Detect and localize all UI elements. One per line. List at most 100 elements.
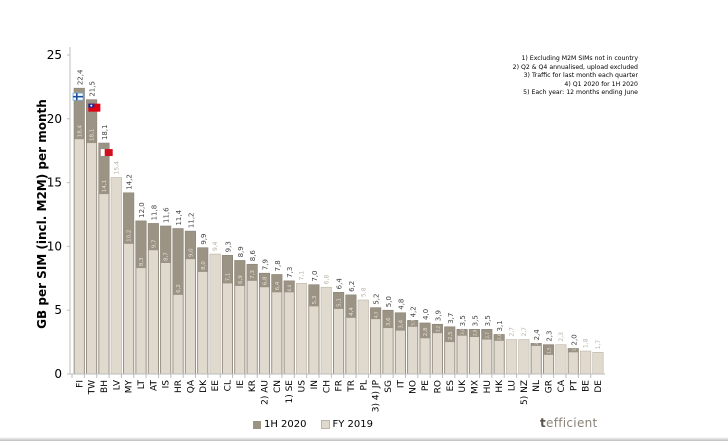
y-tick-label: 15 xyxy=(47,176,62,190)
x-tick-label: FI xyxy=(75,380,85,388)
x-tick-label: GR xyxy=(545,380,555,393)
value-label-1h2020: 8,9 xyxy=(237,246,245,257)
value-label-fy2019: 7,1 xyxy=(299,271,306,281)
value-label-fy2019: 18,1 xyxy=(90,129,96,141)
bar-fy2019-uk xyxy=(457,335,467,374)
value-label-fy2019: 2,3 xyxy=(558,332,565,342)
footnote: 3) Traffic for last month each quarter xyxy=(523,72,638,80)
x-tick-label: ES xyxy=(446,380,456,392)
value-label-1h2020: 12,0 xyxy=(138,202,146,218)
bar-fy2019-gr xyxy=(543,354,554,374)
bar-fy2019-at xyxy=(148,250,158,374)
x-tick-label: PT xyxy=(569,380,579,391)
legend: 1H 2020 FY 2019 xyxy=(253,419,373,430)
value-label-fy2019: 1,5 xyxy=(547,347,552,354)
value-label-1h2020: 11,2 xyxy=(187,212,195,228)
bar-fy2019-lu xyxy=(505,339,518,375)
x-tick-label: DK xyxy=(199,379,209,393)
brand-logo: tefficient xyxy=(540,416,598,430)
bar-fy2019-pl xyxy=(357,299,369,375)
bar-fy2019-fi xyxy=(74,139,84,374)
x-tick-label: 5) NZ xyxy=(520,380,530,405)
value-label-1h2020: 7,9 xyxy=(262,259,270,270)
value-label-fy2019: 4,3 xyxy=(374,311,379,318)
value-label-fy2019: 3,2 xyxy=(435,325,440,332)
bar-fy2019-lt xyxy=(136,268,146,374)
x-tick-label: IS xyxy=(162,380,172,389)
x-tick-label: DE xyxy=(594,380,604,393)
value-label-1h2020: 2,3 xyxy=(546,331,554,342)
x-tick-label: PL xyxy=(359,380,369,390)
value-label-fy2019: 6,8 xyxy=(323,275,330,285)
y-tick-label: 0 xyxy=(54,367,62,381)
value-label-1h2020: 7,3 xyxy=(286,267,294,278)
bar-fy2019-nl xyxy=(531,345,541,374)
value-label-fy2019: 7,3 xyxy=(250,270,256,279)
value-label-fy2019: 3,7 xyxy=(411,319,416,326)
bar-fy2019-in xyxy=(309,306,319,374)
x-tick-label: HU xyxy=(483,380,493,393)
value-label-fy2019: 2,7 xyxy=(485,332,490,339)
value-label-1h2020: 5,0 xyxy=(385,296,393,307)
legend-swatch-1h2020 xyxy=(253,420,261,429)
value-label-fy2019: 1,8 xyxy=(583,338,590,348)
y-tick-label: 10 xyxy=(47,239,62,253)
footnote: 4) Q1 2020 for 1H 2020 xyxy=(564,80,638,88)
x-tick-label: TW xyxy=(88,380,98,395)
value-label-fy2019: 6,4 xyxy=(287,285,292,292)
value-label-1h2020: 6,4 xyxy=(336,278,344,290)
y-tick-label: 25 xyxy=(47,48,62,62)
bar-fy2019-hk xyxy=(494,340,504,374)
bar-fy2019-pt xyxy=(568,352,578,374)
x-tick-label: QA xyxy=(186,379,196,393)
x-tick-label: LU xyxy=(508,380,518,391)
y-axis: 0 5 10 15 20 25 xyxy=(47,47,71,381)
value-label-1h2020: 3,5 xyxy=(484,315,492,326)
footnote: 2) Q2 & Q4 annualised, upload excluded xyxy=(512,63,638,71)
value-label-1h2020: 3,9 xyxy=(434,310,442,321)
x-tick-label: IE xyxy=(236,380,246,389)
x-tick-label: SG xyxy=(384,380,394,393)
legend-label: FY 2019 xyxy=(332,419,374,430)
x-tick-label: US xyxy=(298,380,308,393)
value-label-fy2019: 1,7 xyxy=(595,340,602,350)
value-label-fy2019: 3,6 xyxy=(386,317,392,326)
y-tick-label: 5 xyxy=(54,303,62,317)
x-tick-label: TR xyxy=(347,380,357,393)
value-label-fy2019: 2,8 xyxy=(423,327,429,336)
bar-fy2019-tr xyxy=(346,317,356,374)
value-label-1h2020: 3,1 xyxy=(496,320,504,331)
value-label-1h2020: 9,3 xyxy=(224,241,232,252)
value-label-1h2020: 3,5 xyxy=(459,315,467,326)
bar-fy2019-ee xyxy=(209,253,221,375)
bar-fy2019-my xyxy=(124,243,134,374)
bar-fy2019-pe xyxy=(420,338,430,374)
bar-fy2019-kr xyxy=(247,280,257,374)
x-tick-label: HK xyxy=(495,379,505,393)
x-tick-label: CA xyxy=(557,379,567,392)
bar-fy2019-no xyxy=(408,326,418,374)
value-label-1h2020: 5,2 xyxy=(373,294,381,305)
value-label-fy2019: 4,4 xyxy=(349,307,355,316)
value-label-fy2019: 3,0 xyxy=(460,328,465,335)
bar-fy2019-us xyxy=(295,283,308,375)
value-label-fy2019: 14,1 xyxy=(102,180,108,192)
bar-fy2019-se xyxy=(284,292,294,374)
bar-fy2019-de xyxy=(592,352,604,375)
value-label-1h2020: 2,4 xyxy=(533,329,541,341)
bahrain-flag-icon xyxy=(100,149,113,157)
legend-swatch-fy2019 xyxy=(320,420,330,429)
value-label-1h2020: 3,7 xyxy=(447,313,455,324)
value-label-fy2019: 10,2 xyxy=(127,230,133,242)
bar-fy2019-cn xyxy=(272,292,282,374)
x-tick-label: BE xyxy=(582,380,592,392)
value-label-1h2020: 11,6 xyxy=(163,207,171,223)
bar-fy2019-fr xyxy=(333,308,344,374)
x-tick-label: CH xyxy=(322,380,332,393)
value-label-fy2019: 2,7 xyxy=(509,327,516,337)
bar-fy2019-bh xyxy=(99,194,109,374)
value-label-fy2019: 6,4 xyxy=(275,281,281,290)
value-label-fy2019: 2,2 xyxy=(534,338,539,345)
bar-fy2019-be xyxy=(580,350,592,375)
